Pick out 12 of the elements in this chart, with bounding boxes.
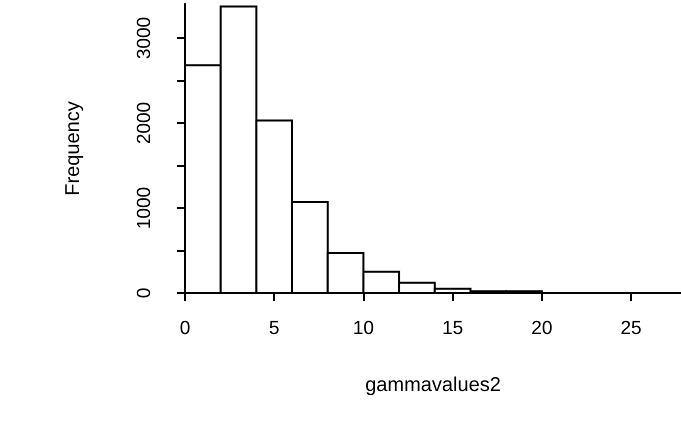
- y-tick-label: 0: [134, 288, 155, 298]
- y-axis-title: Frequency: [62, 101, 84, 196]
- x-tick-label: 20: [531, 318, 552, 339]
- y-tick-label: 2000: [134, 102, 155, 144]
- x-axis-title: gammavalues2: [365, 374, 501, 396]
- y-tick-label: 3000: [134, 16, 155, 60]
- x-tick-label: 5: [268, 318, 280, 339]
- x-tick-label: 0: [180, 318, 190, 339]
- y-tick-label: 1000: [134, 186, 155, 230]
- x-tick-label: 25: [620, 318, 642, 339]
- x-tick-label: 10: [352, 318, 374, 339]
- x-tick-label: 15: [442, 318, 464, 339]
